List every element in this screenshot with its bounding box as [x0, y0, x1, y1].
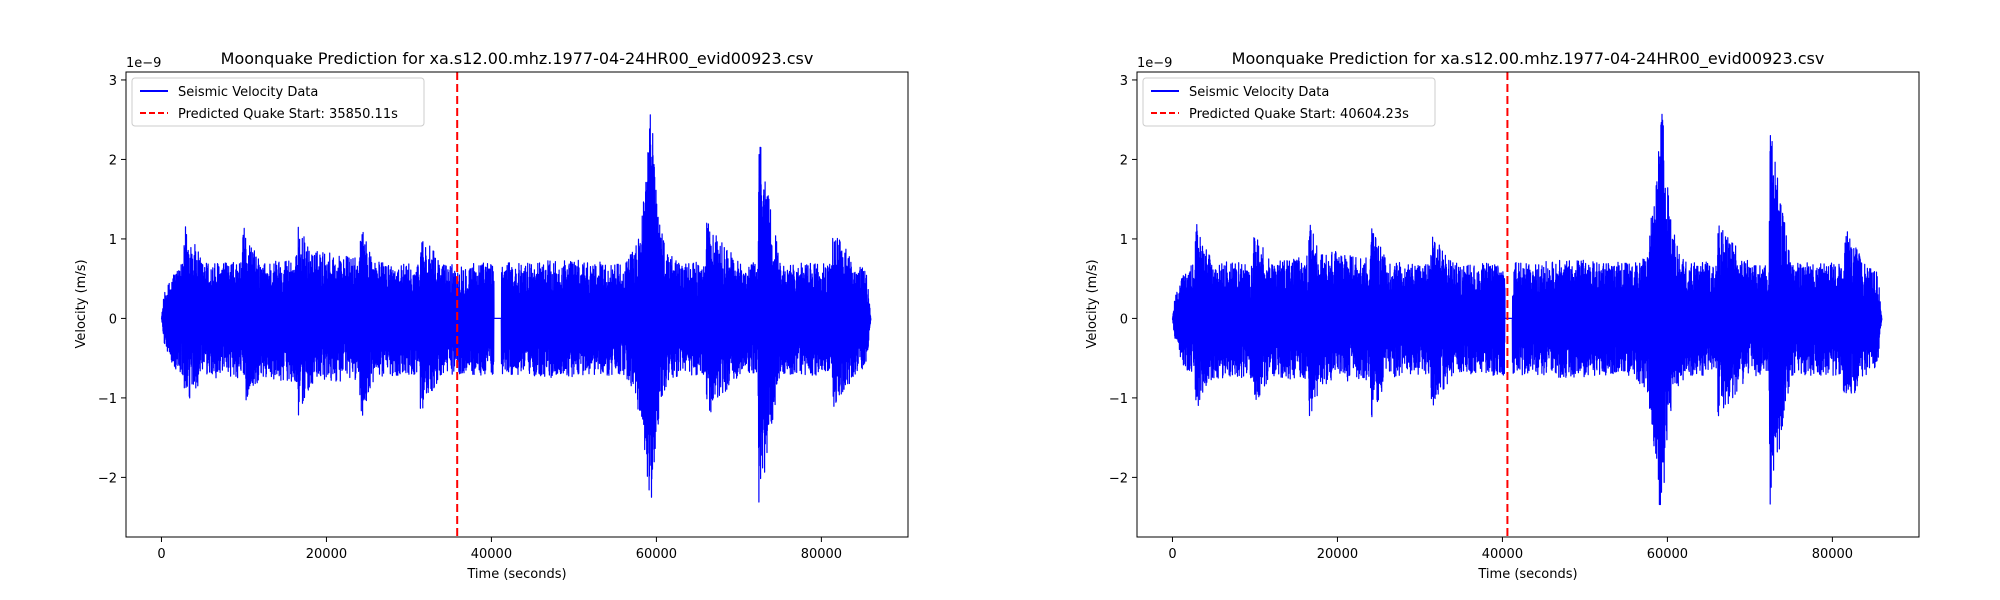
y-tick-label: 3 [1120, 74, 1128, 89]
y-tick-label: 2 [109, 153, 117, 168]
axis-ticks: 0 20000 40000 60000 80000 −2 −1 0 1 2 3 [1109, 74, 1853, 562]
x-tick-label: 60000 [636, 547, 677, 562]
y-tick-label: −2 [1109, 471, 1128, 486]
plot-frame [125, 71, 909, 538]
x-tick-label: 80000 [1812, 547, 1853, 562]
legend-box [131, 77, 425, 127]
plot-area [1171, 72, 1883, 537]
x-tick-label: 20000 [1317, 547, 1358, 562]
legend-label-data: Seismic Velocity Data [1189, 85, 1329, 100]
y-tick-label: 3 [109, 74, 117, 89]
legend-label-data: Seismic Velocity Data [178, 85, 318, 100]
legend-label-prediction: Predicted Quake Start: 35850.11s [178, 107, 398, 122]
y-axis-label: Velocity (m/s) [74, 259, 89, 348]
y-tick-label: 1 [109, 233, 117, 248]
y-tick-label: 1 [1120, 233, 1128, 248]
y-tick-label: 2 [1120, 153, 1128, 168]
subplot-right: Moonquake Prediction for xa.s12.00.mhz.1… [1085, 49, 1920, 582]
chart-title: Moonquake Prediction for xa.s12.00.mhz.1… [221, 49, 814, 69]
x-axis-label: Time (seconds) [1477, 567, 1577, 582]
subplot-left: Moonquake Prediction for xa.s12.00.mhz.1… [74, 49, 909, 582]
y-tick-label: −1 [98, 392, 117, 407]
x-tick-label: 0 [157, 547, 165, 562]
plot-frame [1136, 71, 1920, 538]
y-tick-label: 0 [109, 312, 117, 327]
x-axis-label: Time (seconds) [466, 567, 566, 582]
y-scale-label: 1e−9 [1137, 56, 1172, 71]
y-axis-label: Velocity (m/s) [1085, 259, 1100, 348]
y-scale-label: 1e−9 [126, 56, 161, 71]
legend: Seismic Velocity Data Predicted Quake St… [131, 77, 425, 127]
x-tick-label: 40000 [1482, 547, 1523, 562]
x-tick-label: 60000 [1647, 547, 1688, 562]
legend-label-prediction: Predicted Quake Start: 40604.23s [1189, 107, 1409, 122]
y-tick-label: −1 [1109, 392, 1128, 407]
x-tick-label: 0 [1168, 547, 1176, 562]
legend-box [1142, 77, 1436, 127]
chart-title: Moonquake Prediction for xa.s12.00.mhz.1… [1232, 49, 1825, 69]
seismic-velocity-trace [1171, 113, 1883, 506]
axis-ticks: 0 20000 40000 60000 80000 −2 −1 0 1 2 3 [98, 74, 842, 562]
x-tick-label: 40000 [471, 547, 512, 562]
seismic-velocity-trace [160, 114, 872, 503]
y-tick-label: −2 [98, 471, 117, 486]
y-tick-label: 0 [1120, 312, 1128, 327]
x-tick-label: 20000 [306, 547, 347, 562]
x-tick-label: 80000 [801, 547, 842, 562]
plot-area [160, 72, 872, 537]
legend: Seismic Velocity Data Predicted Quake St… [1142, 77, 1436, 127]
